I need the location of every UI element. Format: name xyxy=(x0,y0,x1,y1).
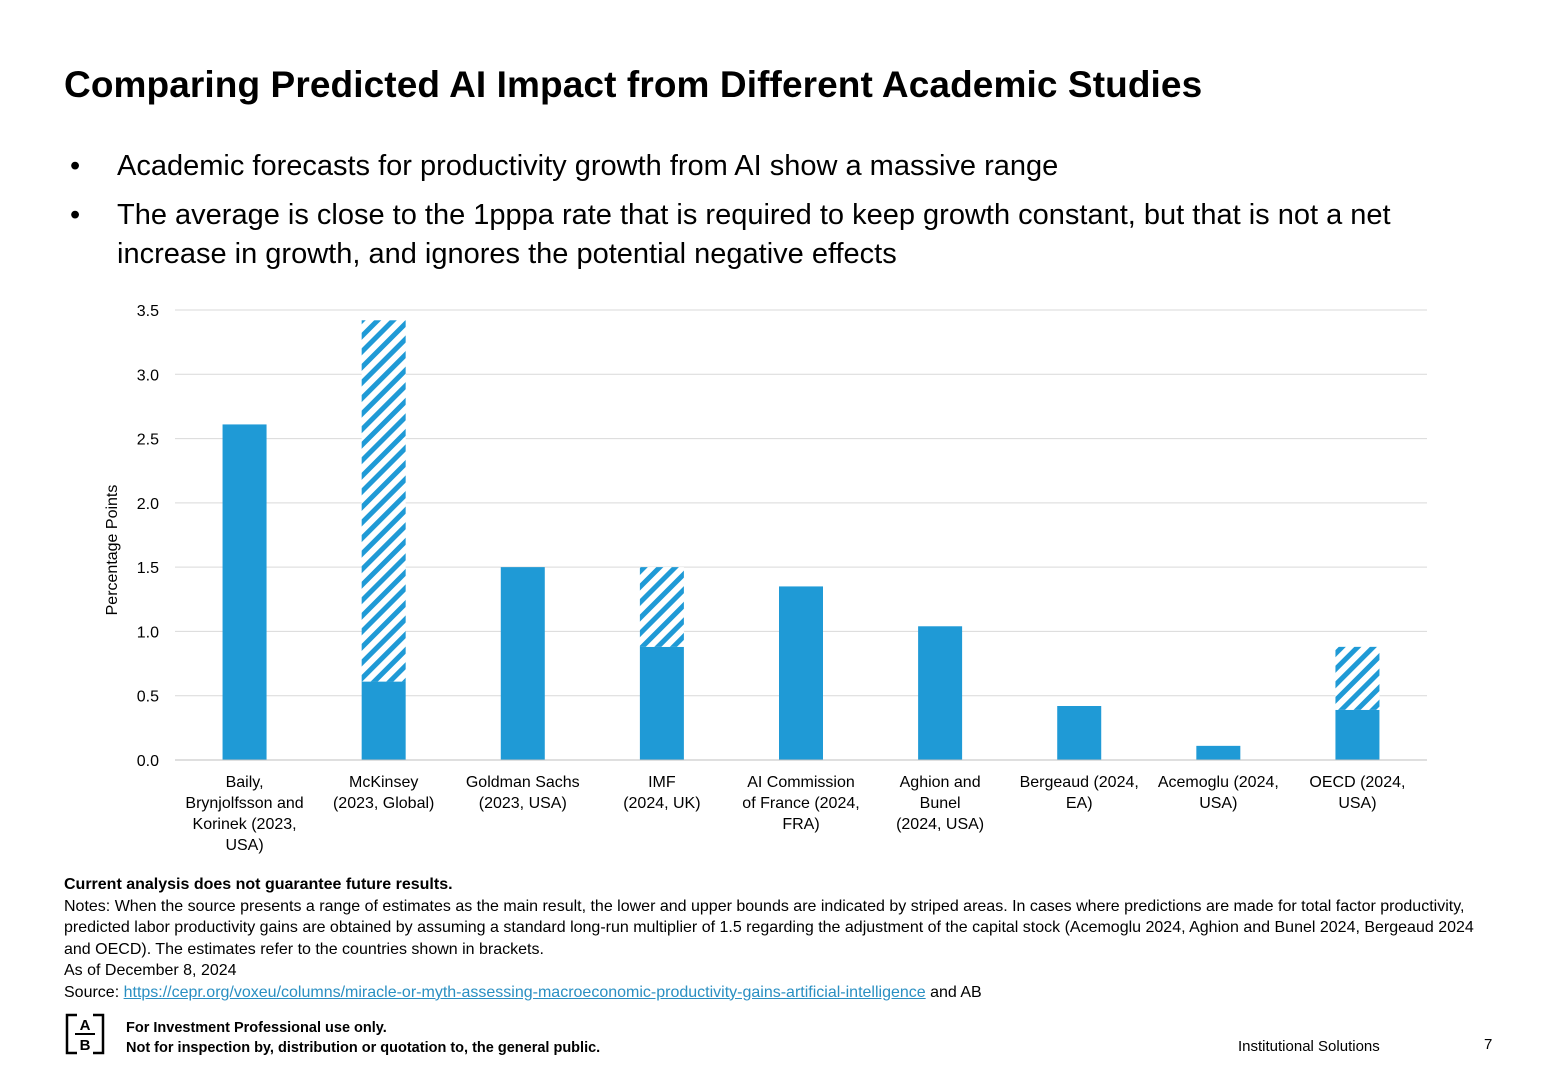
x-tick-label: EA) xyxy=(1066,795,1093,812)
x-tick-label: USA) xyxy=(1338,795,1376,812)
x-tick-label: Acemoglu (2024, xyxy=(1158,774,1279,791)
bullet-item: • Academic forecasts for productivity gr… xyxy=(70,147,1490,186)
bar-chart: 0.0 0.5 1.0 1.5 2.0 2.5 3.0 3.5 Percentage Poin… xyxy=(104,303,1427,854)
y-tick-label: 3.0 xyxy=(137,367,159,384)
bullet-text: Academic forecasts for productivity grow… xyxy=(117,150,1059,182)
slide-title: Comparing Predicted AI Impact from Diffe… xyxy=(64,64,1203,105)
x-tick-label: USA) xyxy=(1199,795,1237,812)
x-axis-labels: Baily, Brynjolfsson and Korinek (2023, USA)… xyxy=(185,774,1405,854)
x-tick-label: OECD (2024, xyxy=(1309,774,1405,791)
bar-range-striped xyxy=(639,567,684,647)
bar xyxy=(1335,709,1380,760)
x-tick-label: FRA) xyxy=(782,816,819,833)
x-tick-label: Korinek (2023, xyxy=(193,816,297,833)
bar xyxy=(779,586,823,760)
x-tick-label: IMF xyxy=(648,774,676,791)
bullet-list: • Academic forecasts for productivity gr… xyxy=(70,147,1490,284)
bar xyxy=(1196,745,1241,760)
y-tick-label: 1.0 xyxy=(137,624,159,641)
x-tick-label: (2023, USA) xyxy=(479,795,567,812)
y-tick-label: 2.0 xyxy=(137,496,159,513)
bullet-dot: • xyxy=(70,150,81,182)
y-axis-label: Percentage Points xyxy=(104,485,121,616)
y-tick-label: 2.5 xyxy=(137,432,159,449)
x-tick-label: (2023, Global) xyxy=(333,795,434,812)
x-tick-label: McKinsey xyxy=(349,774,418,791)
as-of-date: As of December 8, 2024 xyxy=(64,962,237,979)
x-tick-label: of France (2024, xyxy=(742,795,859,812)
footer-line-1: For Investment Professional use only. xyxy=(126,1020,387,1036)
x-tick-label: Bergeaud (2024, xyxy=(1020,774,1139,791)
x-tick-label: Bunel xyxy=(920,795,961,812)
bar xyxy=(639,646,684,760)
bar xyxy=(918,626,963,760)
source-label: Source: xyxy=(64,983,124,1001)
notes-block: Current analysis does not guarantee futu… xyxy=(64,874,1504,1003)
bar-range-striped xyxy=(361,320,406,682)
x-tick-label: Aghion and xyxy=(900,774,981,791)
ab-logo: A B xyxy=(65,1013,105,1055)
source-link[interactable]: https://cepr.org/voxeu/columns/miracle-o… xyxy=(123,983,926,1001)
bullet-dot: • xyxy=(70,199,81,231)
source-line: Source: https://cepr.org/voxeu/columns/m… xyxy=(64,982,1504,1004)
logo-letter-a: A xyxy=(80,1017,91,1034)
source-suffix: and AB xyxy=(925,983,982,1001)
logo-letter-b: B xyxy=(80,1037,91,1054)
footer-disclaimer: For Investment Professional use only. No… xyxy=(126,1018,600,1058)
page-number: 7 xyxy=(1484,1036,1493,1053)
x-tick-label: AI Commission xyxy=(747,774,855,791)
x-tick-label: Brynjolfsson and xyxy=(185,795,303,812)
x-tick-label: (2024, UK) xyxy=(623,795,700,812)
x-tick-label: USA) xyxy=(225,837,263,854)
bullet-text: The average is close to the 1pppa rate t… xyxy=(117,199,1391,270)
bullet-item: • The average is close to the 1pppa rate… xyxy=(70,196,1490,274)
bar xyxy=(500,567,545,760)
bar-range-striped xyxy=(1335,646,1380,710)
notes-text: Notes: When the source presents a range … xyxy=(64,897,1474,958)
y-tick-label: 1.5 xyxy=(137,560,159,577)
y-tick-label: 0.5 xyxy=(137,689,159,706)
bar xyxy=(1057,706,1102,760)
x-tick-label: Baily, xyxy=(226,774,264,791)
bar xyxy=(222,424,267,760)
y-tick-label: 3.5 xyxy=(137,303,159,320)
x-tick-label: (2024, USA) xyxy=(896,816,984,833)
footer-division: Institutional Solutions xyxy=(1238,1038,1380,1055)
disclaimer-text: Current analysis does not guarantee futu… xyxy=(64,876,453,893)
footer-line-2: Not for inspection by, distribution or q… xyxy=(126,1040,601,1056)
bar xyxy=(361,681,406,760)
bars xyxy=(222,320,1380,760)
y-tick-label: 0.0 xyxy=(137,753,159,770)
x-tick-label: Goldman Sachs xyxy=(466,774,580,791)
y-axis-ticks: 0.0 0.5 1.0 1.5 2.0 2.5 3.0 3.5 xyxy=(137,303,159,770)
